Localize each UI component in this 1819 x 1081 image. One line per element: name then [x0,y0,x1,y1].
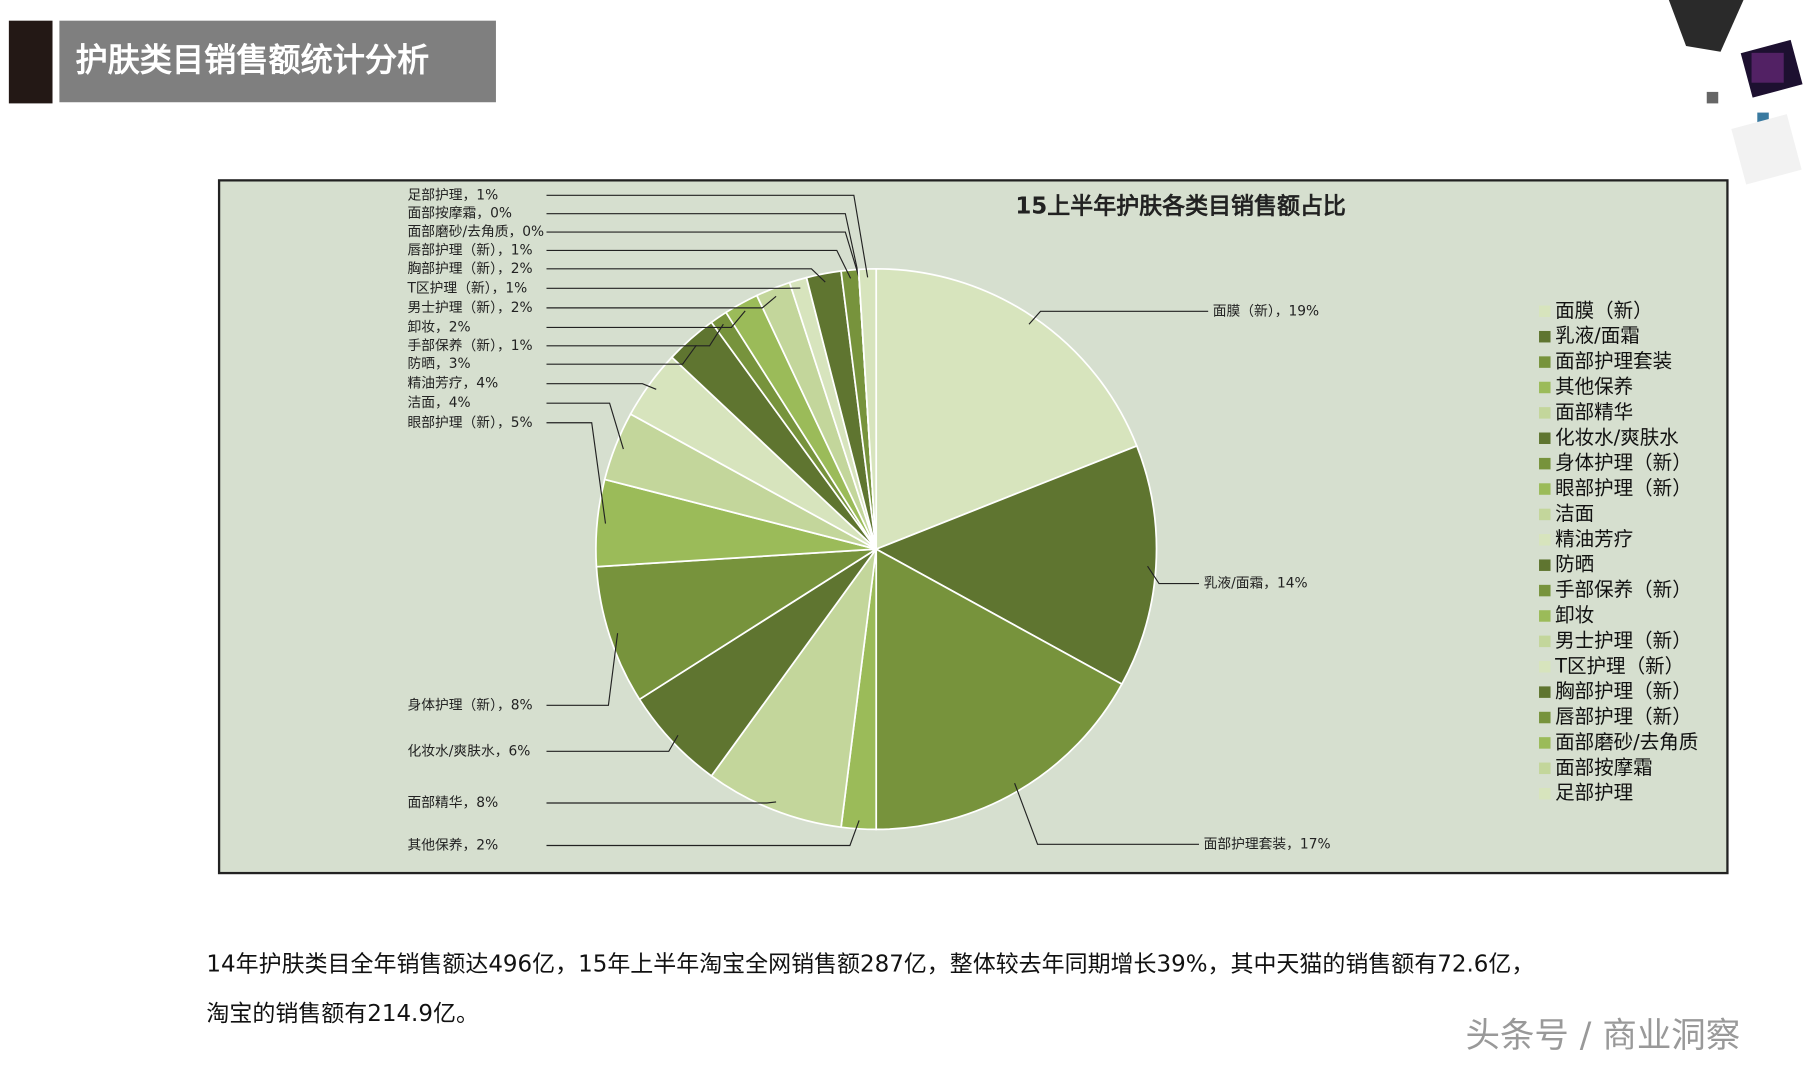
leader-line [546,310,746,328]
body-text: 14年护肤类目全年销售额达496亿，15年上半年淘宝全网销售额287亿，整体较去… [206,951,1534,977]
pie-slice [595,548,877,701]
legend-swatch [1539,584,1551,597]
legend-swatch [1539,508,1551,521]
legend-swatch [1539,381,1551,394]
legend-label: 化妆水/爽肤水 [1555,426,1679,449]
legend-label: 胸部护理（新） [1555,680,1692,703]
legend-label: T区护理（新） [1554,654,1684,677]
leader-line [1028,310,1209,325]
leader-line [546,249,852,279]
legend-label: 身体护理（新） [1555,451,1692,474]
legend-swatch [1539,787,1551,800]
pie-slice [857,267,878,550]
data-label: 防晒，3% [407,356,470,372]
legend-swatch [1539,457,1551,470]
data-label: 胸部护理（新），2% [407,261,532,277]
legend-label: 足部护理 [1555,781,1633,804]
chart-title: 15上半年护肤各类目销售额占比 [1015,192,1346,219]
legend-swatch [1539,737,1551,749]
data-label: 唇部护理（新），1% [407,242,532,258]
leader-line [546,344,697,365]
data-label: 面部按摩霜，0% [407,205,511,222]
legend-label: 卸妆 [1555,603,1594,626]
data-label: 眼部护理（新），5% [407,415,532,431]
legend-swatch [1539,483,1551,495]
leader-line [546,194,869,278]
data-label: 精油芳疗，4% [407,375,498,392]
pie-slice [875,267,1138,551]
leader-line [546,734,679,752]
data-label: 手部保养（新），1% [407,338,532,354]
leader-line [546,323,724,347]
pie-slice [710,548,878,829]
legend-swatch [1539,330,1551,343]
legend-label: 手部保养（新） [1555,578,1692,601]
legend-swatch [1539,305,1551,318]
pie-slice [875,547,1123,831]
leader-line [546,633,619,706]
leader-line [1014,782,1199,845]
legend-label: 其他保养 [1555,375,1633,398]
header-block [8,20,53,104]
legend-swatch [1539,432,1551,445]
data-label: 面部精华，8% [407,795,498,811]
leader-line [546,801,777,804]
legend-swatch [1539,534,1551,546]
header-bar [59,20,496,103]
leader-line [546,295,777,309]
data-label: T区护理（新），1% [406,280,527,296]
watermark: 头条号 / 商业洞察 [1466,1016,1741,1056]
legend-label: 面部磨砂/去角质 [1555,730,1698,753]
decoration [1668,0,1803,185]
data-label: 洁面，4% [407,395,470,411]
leader-line [546,422,607,524]
legend-label: 面部护理套装 [1555,350,1672,373]
legend-swatch [1539,711,1551,724]
data-label: 乳液/面霜，14% [1204,576,1308,592]
leader-line [546,820,860,847]
legend-label: 防晒 [1555,553,1594,576]
legend-label: 洁面 [1555,502,1594,525]
legend-swatch [1539,635,1551,648]
legend-swatch [1539,661,1551,673]
legend-label: 面部按摩霜 [1555,756,1653,779]
data-label: 面部磨砂/去角质，0% [407,224,544,240]
leader-line [546,231,860,278]
body-text: 淘宝的销售额有214.9亿。 [206,1001,478,1027]
leader-line [546,402,624,450]
pie-slice [874,444,1158,686]
data-label: 化妆水/爽肤水，6% [407,743,530,759]
legend-swatch [1539,559,1551,571]
legend-swatch [1539,610,1551,622]
data-label: 其他保养，2% [407,838,498,854]
legend-swatch [1539,356,1551,368]
data-label: 面膜（新），19% [1213,303,1319,319]
legend-label: 唇部护理（新） [1555,705,1692,728]
page-title: 护肤类目销售额统计分析 [75,41,429,79]
leader-line [546,268,826,283]
legend-label: 乳液/面霜 [1555,324,1640,347]
data-label: 足部护理，1% [407,187,498,203]
plot: 面膜（新），19% 乳液/面霜，14% 面部护理套装，17% 其他保养，2% 面部精华，… [406,187,1698,853]
data-label: 面部护理套装，17% [1204,836,1331,852]
leader-line [546,213,860,278]
data-label: 男士护理（新），2% [407,300,532,316]
legend-swatch [1539,407,1551,419]
leader-line [546,383,657,390]
legend-swatch [1539,686,1551,698]
legend-label: 男士护理（新） [1555,629,1692,652]
legend-label: 面部精华 [1555,400,1633,423]
data-label: 卸妆，2% [407,319,470,335]
legend-label: 眼部护理（新） [1555,477,1692,500]
legend-label: 精油芳疗 [1555,527,1633,550]
legend-label: 面膜（新） [1555,299,1653,322]
legend-swatch [1539,762,1551,775]
data-label: 身体护理（新），8% [407,697,532,713]
leader-line [1147,565,1199,585]
